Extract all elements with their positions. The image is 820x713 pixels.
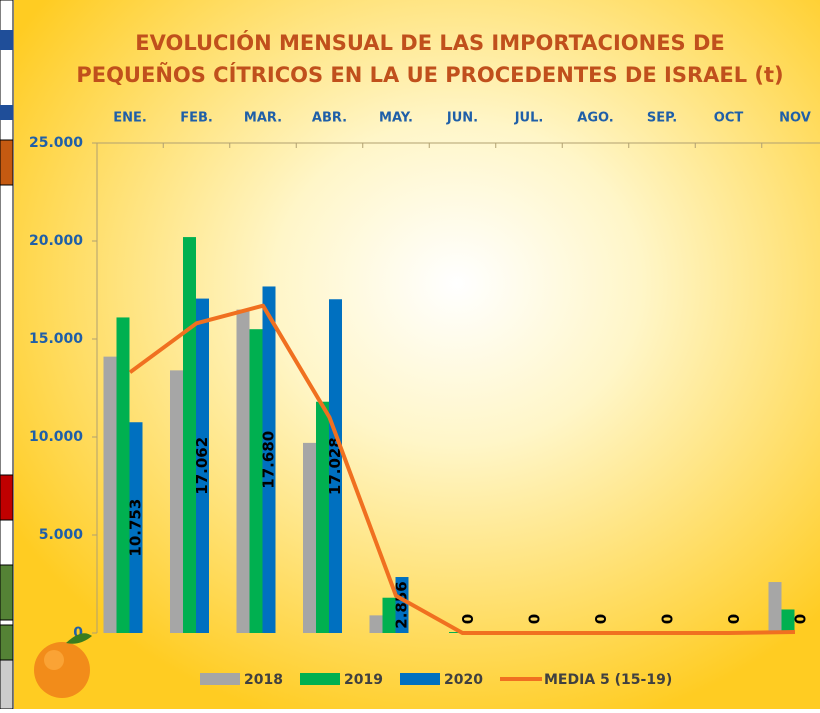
data-label: 17.062 [193,437,211,495]
y-tick-label: 5.000 [39,527,84,543]
x-tick-label: FEB. [180,111,213,126]
chart: EVOLUCIÓN MENSUAL DE LAS IMPORTACIONES D… [0,0,820,709]
data-label: 10.753 [127,499,145,557]
page: EVOLUCIÓN MENSUAL DE LAS IMPORTACIONES D… [0,0,820,709]
y-tick-label: 25.000 [29,135,83,151]
data-label: 0 [725,614,743,624]
bar [117,317,130,633]
x-tick-label: SEP. [647,111,677,126]
bar [769,582,782,633]
x-tick-label: ABR. [312,111,347,126]
legend-label: MEDIA 5 (15-19) [544,672,672,688]
y-tick-label: 20.000 [29,233,83,249]
legend-swatch [400,673,440,685]
bar [170,370,183,633]
data-label: 0 [526,614,544,624]
sheet-edge [0,0,13,709]
bar [104,357,117,633]
y-tick-label: 15.000 [29,331,83,347]
bar [237,310,250,633]
y-tick-label: 10.000 [29,429,83,445]
x-tick-label: MAY. [379,111,413,126]
data-label: 0 [459,614,477,624]
bar [370,615,383,633]
chart-title: EVOLUCIÓN MENSUAL DE LAS IMPORTACIONES D… [135,30,725,55]
legend-swatch [200,673,240,685]
legend-swatch [300,673,340,685]
x-tick-label: JUN. [446,111,478,126]
legend-label: 2019 [344,672,383,688]
data-label: 0 [659,614,677,624]
bar [303,443,316,633]
x-tick-label: ENE. [113,111,147,126]
x-tick-label: JUL. [514,111,544,126]
data-label: 0 [792,614,810,624]
legend-label: 2018 [244,672,283,688]
data-label: 17.680 [260,431,278,489]
bar [183,237,196,633]
bar [316,402,329,633]
x-tick-label: NOV [779,111,811,126]
x-tick-label: AGO. [577,111,613,126]
x-tick-label: OCT [714,111,744,126]
chart-title: PEQUEÑOS CÍTRICOS EN LA UE PROCEDENTES D… [76,62,783,87]
x-tick-label: MAR. [244,111,282,126]
data-label: 0 [592,614,610,624]
legend-label: 2020 [444,672,483,688]
